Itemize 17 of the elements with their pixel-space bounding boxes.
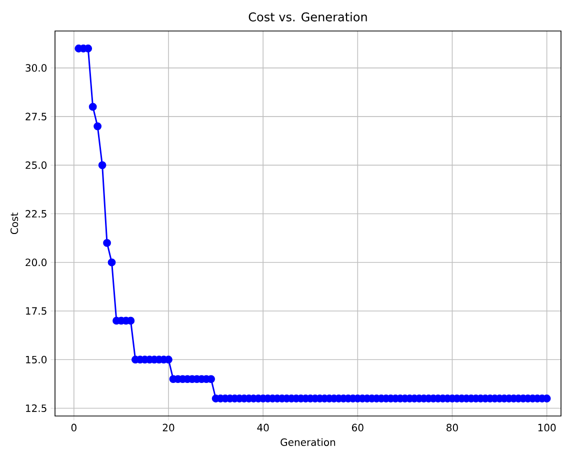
y-tick-label: 17.5: [26, 307, 46, 315]
y-axis-title: Cost: [10, 212, 18, 234]
y-tick-label: 27.5: [26, 112, 46, 120]
x-tick-label: 0: [71, 424, 76, 432]
x-tick-label: 40: [257, 424, 269, 432]
y-tick-label: 15.0: [26, 356, 47, 364]
y-tick-label: 30.0: [26, 64, 47, 72]
chart-title: Cost vs. Generation: [248, 12, 367, 22]
y-tick-label: 12.5: [26, 404, 46, 412]
y-tick-label: 25.0: [26, 161, 47, 169]
x-tick-label: 100: [538, 424, 556, 432]
y-tick-label: 20.0: [26, 258, 47, 266]
y-tick-label: 22.5: [26, 210, 46, 218]
x-tick-label: 80: [446, 424, 458, 432]
x-tick-label: 60: [352, 424, 364, 432]
x-axis-title: Generation: [280, 438, 336, 446]
x-tick-label: 20: [162, 424, 174, 432]
